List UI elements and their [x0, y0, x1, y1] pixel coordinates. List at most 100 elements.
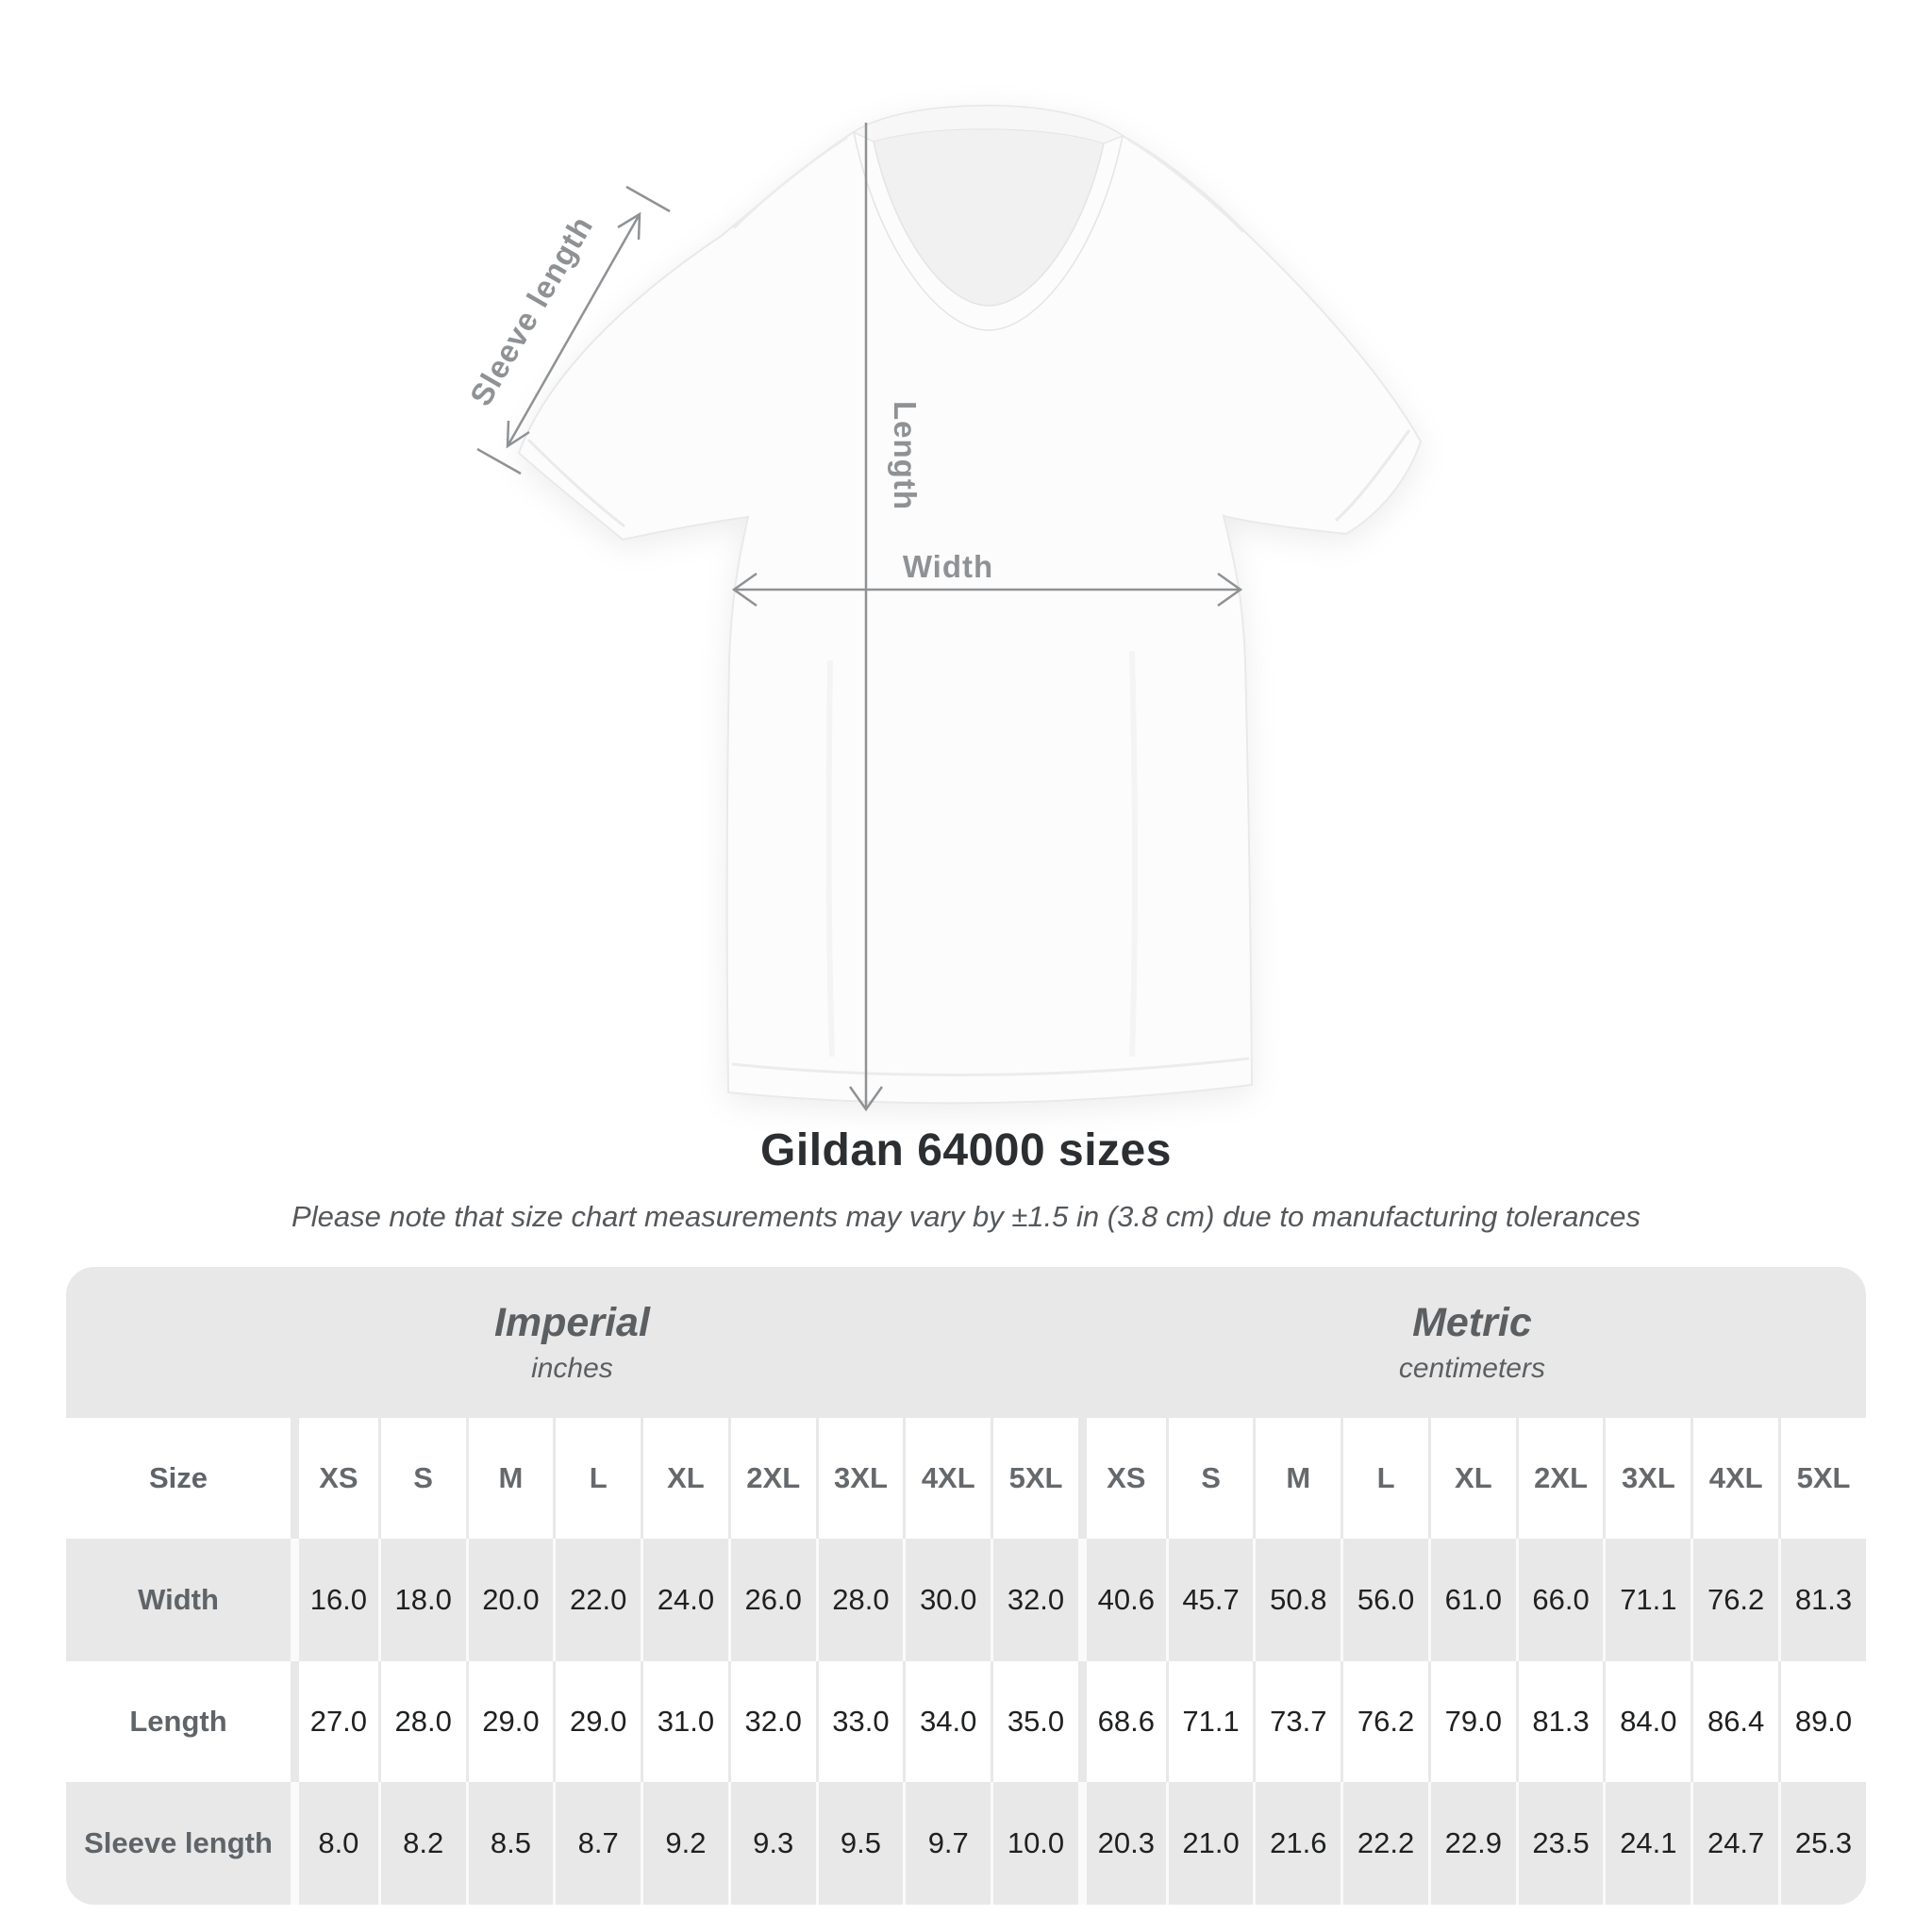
- measurement-cell: 29.0: [553, 1661, 641, 1782]
- measurement-cell: 29.0: [465, 1661, 554, 1782]
- measurement-cell: 9.3: [727, 1782, 816, 1905]
- measurement-cell: 18.0: [377, 1539, 466, 1661]
- measurement-cell: 28.0: [815, 1539, 904, 1661]
- measurement-cell: 16.0: [291, 1539, 378, 1661]
- measurement-cell: 76.2: [1690, 1539, 1779, 1661]
- measurement-cell: 32.0: [991, 1539, 1078, 1661]
- measurement-cell: 73.7: [1253, 1661, 1341, 1782]
- size-col-header: 3XL: [815, 1418, 904, 1539]
- measurement-cell: 9.2: [641, 1782, 728, 1905]
- measurement-cell: 8.0: [291, 1782, 378, 1905]
- right-cuff-stitch: [1334, 429, 1411, 523]
- fabric-fold-left: [825, 659, 835, 1058]
- measurement-cell: 79.0: [1427, 1661, 1516, 1782]
- size-col-header: XS: [291, 1418, 378, 1539]
- measurement-cell: 40.6: [1077, 1539, 1166, 1661]
- length-label: Length: [888, 401, 923, 510]
- size-col-header: XL: [1427, 1418, 1516, 1539]
- measurement-cell: 86.4: [1690, 1661, 1779, 1782]
- size-col-header: 3XL: [1603, 1418, 1691, 1539]
- metric-header: Metric centimeters: [1078, 1267, 1866, 1418]
- tshirt-size-diagram: Width Length Sleeve length: [463, 104, 1423, 1112]
- size-col-header: 5XL: [991, 1418, 1078, 1539]
- sleeve-length-row: Sleeve length 8.0 8.2 8.5 8.7 9.2 9.3 9.…: [66, 1782, 1866, 1905]
- tshirt-body: [517, 104, 1423, 1105]
- size-col-header: 2XL: [727, 1418, 816, 1539]
- size-chart-table: Imperial inches Metric centimeters Size …: [66, 1267, 1866, 1905]
- collar-back-strip: [852, 105, 1124, 144]
- imperial-label: Imperial: [493, 1300, 650, 1346]
- measurement-cell: 10.0: [991, 1782, 1078, 1905]
- measurement-cell: 30.0: [903, 1539, 991, 1661]
- width-arrow: [731, 572, 1243, 608]
- measurement-cell: 61.0: [1427, 1539, 1516, 1661]
- measurement-cell: 22.9: [1427, 1782, 1516, 1905]
- measurement-cell: 89.0: [1778, 1661, 1866, 1782]
- imperial-header: Imperial inches: [66, 1267, 1078, 1418]
- length-row: Length 27.0 28.0 29.0 29.0 31.0 32.0 33.…: [66, 1661, 1866, 1782]
- measurement-cell: 71.1: [1603, 1539, 1691, 1661]
- left-cuff-stitch: [526, 438, 625, 528]
- size-col-header: 2XL: [1515, 1418, 1604, 1539]
- measurement-cell: 9.7: [903, 1782, 991, 1905]
- width-row: Width 16.0 18.0 20.0 22.0 24.0 26.0 28.0…: [66, 1539, 1866, 1661]
- measurement-cell: 8.2: [377, 1782, 466, 1905]
- measurement-cell: 34.0: [903, 1661, 991, 1782]
- measurement-cell: 56.0: [1341, 1539, 1428, 1661]
- measurement-cell: 23.5: [1515, 1782, 1604, 1905]
- measurement-cell: 24.1: [1603, 1782, 1691, 1905]
- measurement-cell: 20.3: [1077, 1782, 1166, 1905]
- measurement-cell: 81.3: [1778, 1539, 1866, 1661]
- row-label: Width: [66, 1539, 291, 1661]
- right-shoulder-seam: [1127, 138, 1244, 233]
- size-chart: Imperial inches Metric centimeters Size …: [66, 1267, 1866, 1905]
- size-col-header: M: [1253, 1418, 1341, 1539]
- size-col-header: L: [1341, 1418, 1428, 1539]
- size-col-header: XL: [641, 1418, 728, 1539]
- width-label: Width: [903, 549, 993, 584]
- measurement-cell: 28.0: [377, 1661, 466, 1782]
- measurement-cell: 66.0: [1515, 1539, 1604, 1661]
- size-header-row: Size XS S M L XL 2XL 3XL 4XL 5XL XS S M …: [66, 1418, 1866, 1539]
- size-col-header: S: [1165, 1418, 1254, 1539]
- metric-unit: centimeters: [1398, 1352, 1545, 1384]
- measurement-cell: 22.0: [553, 1539, 641, 1661]
- measurement-cell: 8.5: [465, 1782, 554, 1905]
- measurement-cell: 21.6: [1253, 1782, 1341, 1905]
- measurement-cell: 9.5: [815, 1782, 904, 1905]
- size-col-header: XS: [1077, 1418, 1166, 1539]
- metric-label: Metric: [1412, 1300, 1532, 1346]
- measurement-cell: 31.0: [641, 1661, 728, 1782]
- tolerance-note: Please note that size chart measurements…: [291, 1200, 1641, 1233]
- imperial-unit: inches: [531, 1352, 613, 1384]
- measurement-cell: 20.0: [465, 1539, 554, 1661]
- measurement-cell: 71.1: [1165, 1661, 1254, 1782]
- length-arrow: [848, 123, 884, 1112]
- size-col-header: M: [465, 1418, 554, 1539]
- measurement-cell: 25.3: [1778, 1782, 1866, 1905]
- measurement-cell: 21.0: [1165, 1782, 1254, 1905]
- measurement-cell: 68.6: [1077, 1661, 1166, 1782]
- measurement-cell: 81.3: [1515, 1661, 1604, 1782]
- row-label: Sleeve length: [66, 1782, 291, 1905]
- measurement-cell: 32.0: [727, 1661, 816, 1782]
- size-col-header: L: [553, 1418, 641, 1539]
- tshirt-graphic: [517, 104, 1423, 1105]
- measurement-cell: 26.0: [727, 1539, 816, 1661]
- size-col-header: 4XL: [1690, 1418, 1779, 1539]
- measurement-cell: 45.7: [1165, 1539, 1254, 1661]
- page-title: Gildan 64000 sizes: [760, 1125, 1172, 1175]
- row-label: Length: [66, 1661, 291, 1782]
- measurement-cell: 50.8: [1253, 1539, 1341, 1661]
- measurement-cell: 35.0: [991, 1661, 1078, 1782]
- size-col-header: 5XL: [1778, 1418, 1866, 1539]
- unit-header-row: Imperial inches Metric centimeters: [66, 1267, 1866, 1418]
- measurement-cell: 24.0: [641, 1539, 728, 1661]
- measurement-cell: 76.2: [1341, 1661, 1428, 1782]
- measurement-cell: 24.7: [1690, 1782, 1779, 1905]
- measurement-cell: 27.0: [291, 1661, 378, 1782]
- hem-stitch: [731, 1057, 1250, 1076]
- left-shoulder-seam: [733, 136, 848, 229]
- size-header-cell: Size: [66, 1418, 291, 1539]
- measurement-cell: 22.2: [1341, 1782, 1428, 1905]
